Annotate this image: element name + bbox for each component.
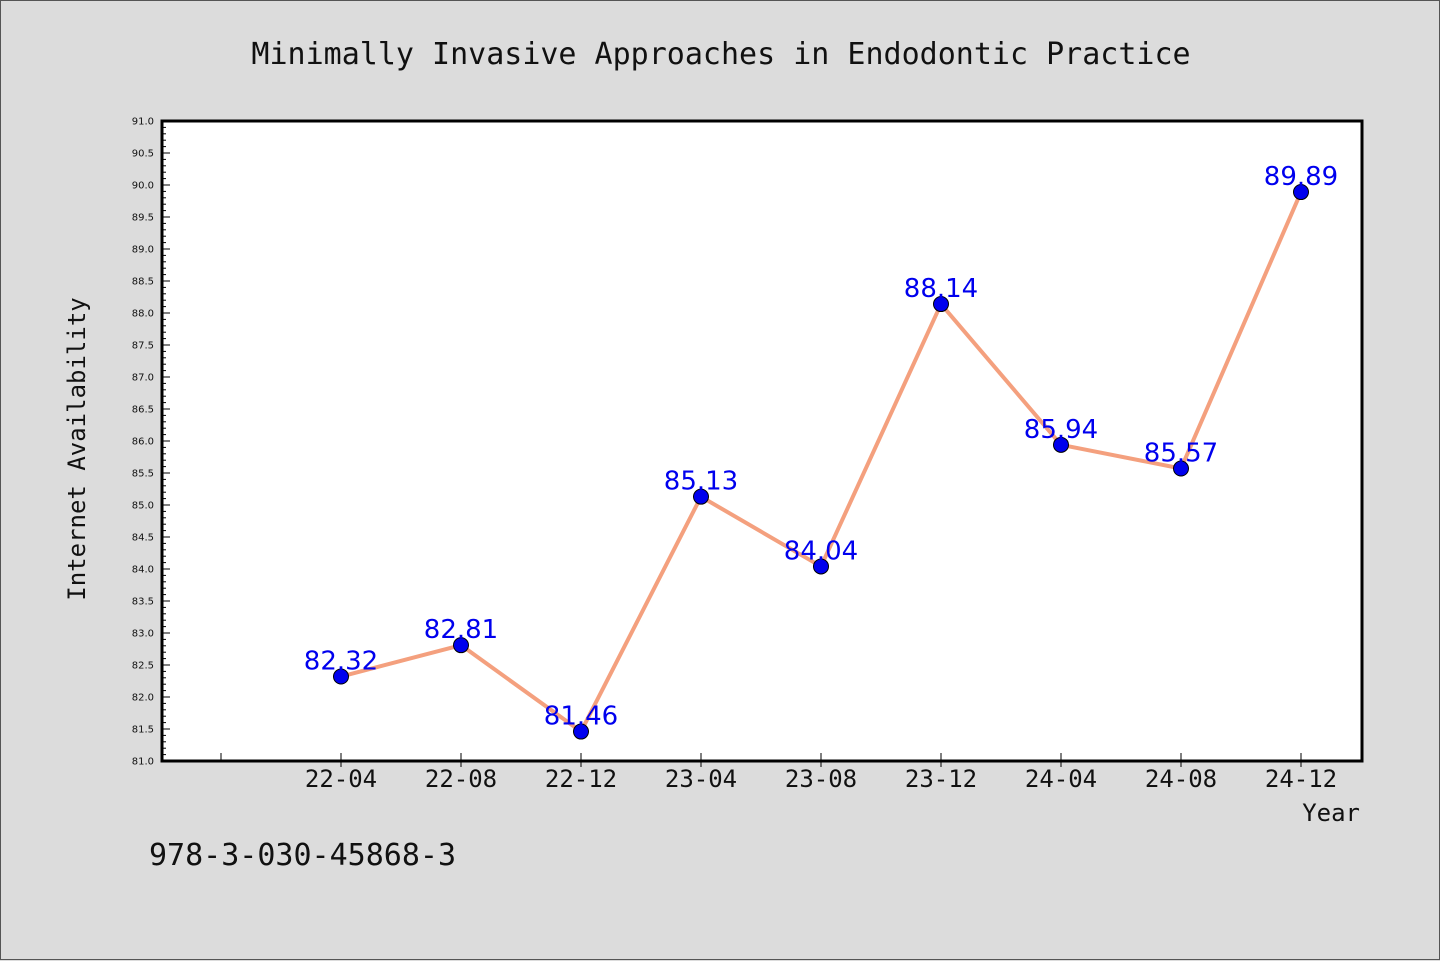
data-point [1053, 436, 1069, 453]
x-tick-label: 24-12 [1265, 765, 1337, 793]
data-label: 85.57 [1144, 439, 1218, 469]
y-tick-label: 83.5 [132, 597, 154, 608]
y-axis-label: Internet Availability [63, 297, 91, 600]
data-label: 82.81 [424, 615, 498, 645]
data-point [1293, 184, 1309, 201]
y-tick-label: 82.0 [132, 693, 154, 704]
x-axis-label: Year [1302, 799, 1360, 827]
data-label: 81.46 [544, 702, 618, 732]
data-label: 84.04 [784, 536, 858, 566]
y-tick-label: 88.0 [132, 309, 154, 320]
y-tick-label: 88.5 [132, 277, 154, 288]
x-tick-label: 23-04 [665, 765, 737, 793]
y-tick-label: 89.0 [132, 245, 154, 256]
y-tick-label: 81.5 [132, 725, 154, 736]
data-label: 89.89 [1264, 162, 1338, 192]
data-label: 85.13 [664, 467, 738, 497]
y-tick-label: 87.0 [132, 373, 154, 384]
y-tick-label: 83.0 [132, 629, 154, 640]
data-label: 82.32 [304, 647, 378, 677]
x-tick-label: 24-08 [1145, 765, 1217, 793]
data-point [813, 558, 829, 575]
x-tick-label: 23-08 [785, 765, 857, 793]
x-tick-label: 22-08 [425, 765, 497, 793]
series-line-group: 82.32 82.81 81.46 85.13 84.04 88.14 85.94 85.57… [304, 162, 1338, 740]
y-tick-label: 84.0 [132, 565, 154, 576]
y-tick-label: 81.0 [132, 757, 154, 768]
data-point [453, 637, 469, 654]
y-tick-label: 86.5 [132, 405, 154, 416]
y-tick-label: 85.0 [132, 501, 154, 512]
data-label: 85.94 [1024, 415, 1098, 445]
chart-title: Minimally Invasive Approaches in Endodon… [251, 37, 1190, 72]
x-axis: 22-04 22-08 22-12 23-04 23-08 23-12 24-04 24-08… [220, 753, 1337, 793]
x-tick-label: 22-04 [305, 765, 377, 793]
isbn-label: 978-3-030-45868-3 [149, 838, 456, 873]
y-axis: 81.0 81.5 82.0 82.5 83.0 83.5 84.0 84.5 85.0 85.5… [132, 117, 170, 768]
y-tick-label: 86.0 [132, 437, 154, 448]
data-point [1173, 460, 1189, 477]
data-label: 88.14 [904, 274, 978, 304]
data-point [933, 296, 949, 313]
plot-area [160, 119, 1364, 763]
y-tick-label: 91.0 [132, 117, 154, 128]
data-point [573, 723, 589, 740]
data-point [333, 668, 349, 685]
y-tick-label: 85.5 [132, 469, 154, 480]
x-tick-label: 23-12 [905, 765, 977, 793]
y-tick-label: 89.5 [132, 213, 154, 224]
y-tick-label: 87.5 [132, 341, 154, 352]
y-tick-label: 82.5 [132, 661, 154, 672]
y-tick-label: 90.0 [132, 181, 154, 192]
x-tick-label: 24-04 [1025, 765, 1097, 793]
x-tick-label: 22-12 [545, 765, 617, 793]
y-tick-label: 84.5 [132, 533, 154, 544]
data-point [693, 488, 709, 505]
y-tick-label: 90.5 [132, 149, 154, 160]
